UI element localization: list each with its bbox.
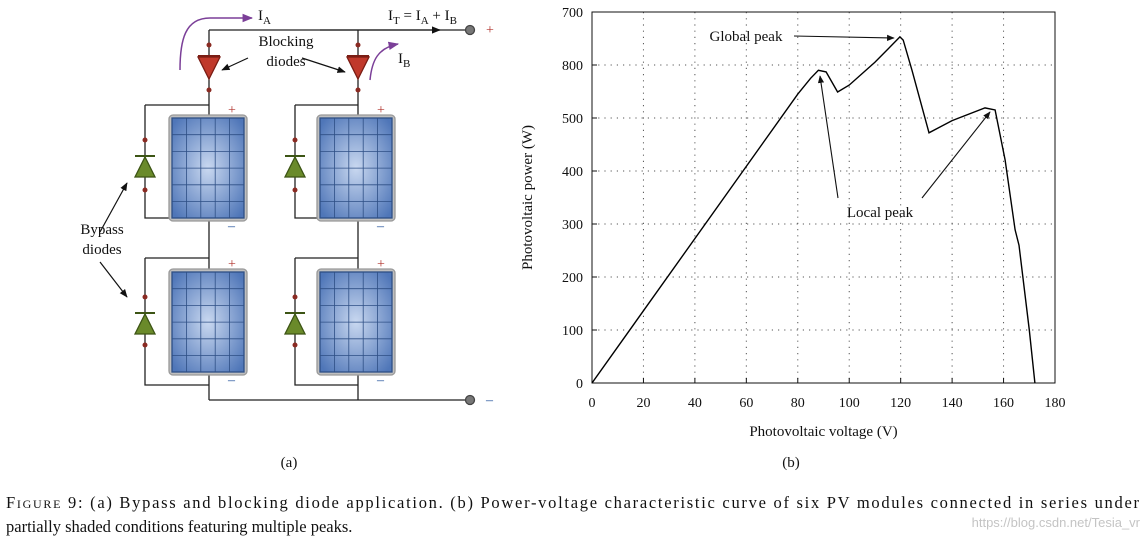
label-part: I: [398, 51, 403, 67]
watermark: https://blog.csdn.net/Tesia_vr: [972, 515, 1141, 530]
bypass-diode: [283, 312, 307, 335]
annotation: Global peak: [710, 29, 783, 45]
y-axis-label: Photovoltaic power (W): [520, 125, 536, 270]
output-sign: +: [486, 23, 494, 38]
x-tick-label: 20: [636, 396, 650, 411]
x-tick-label: 180: [1045, 396, 1066, 411]
y-tick-label: 200: [562, 271, 583, 286]
pv-cells: [172, 118, 244, 218]
circuit-diagram: [99, 13, 476, 406]
label-part: + I: [429, 8, 450, 24]
power-curve: [591, 35, 1036, 384]
node-dot: [142, 294, 148, 300]
annotation-arrow: [221, 57, 249, 71]
blocking-diode: [345, 56, 371, 81]
module-sign: –: [376, 373, 385, 388]
terminal: [464, 24, 476, 36]
pv-cells: [320, 118, 392, 218]
y-tick-label: 400: [562, 165, 583, 180]
y-tick-label: 800: [562, 59, 583, 74]
y-tick-label: 300: [562, 218, 583, 233]
x-tick-label: 80: [791, 396, 805, 411]
node-dot: [206, 87, 212, 93]
node-dot: [292, 342, 298, 348]
blocking-label: diodes: [266, 54, 305, 70]
current-label: IB: [398, 51, 410, 70]
subscript: A: [263, 15, 271, 27]
module-sign: +: [377, 257, 385, 272]
output-sign: –: [485, 393, 494, 408]
current-label: IT = IA + IB: [388, 8, 457, 27]
caption-text: (a) Bypass and blocking diode applicatio…: [84, 493, 1139, 512]
annotation-arrow: [921, 111, 991, 199]
module-sign: +: [228, 103, 236, 118]
annotation-arrow: [99, 261, 128, 298]
node-dot: [292, 294, 298, 300]
bypass-label: diodes: [82, 242, 121, 258]
annotation-arrow: [793, 34, 895, 41]
x-tick-label: 140: [942, 396, 963, 411]
node-dot: [355, 87, 361, 93]
blocking-label: Blocking: [259, 34, 314, 50]
label-part: I: [258, 8, 263, 24]
panel-label: (a): [281, 455, 298, 471]
node-dot: [142, 137, 148, 143]
label-part: = I: [400, 8, 421, 24]
y-tick-label: 500: [562, 112, 583, 127]
current-arrow: [369, 41, 400, 81]
annotation-arrow: [301, 57, 346, 73]
x-tick-label: 0: [589, 396, 596, 411]
pv-cells: [172, 272, 244, 372]
node-dot: [142, 342, 148, 348]
subscript: T: [393, 15, 400, 27]
module-sign: –: [227, 219, 236, 234]
node-dot: [142, 187, 148, 193]
y-tick-label: 100: [562, 324, 583, 339]
y-tick-label: 0: [576, 377, 583, 392]
caption-line: partially shaded conditions featuring mu…: [6, 517, 352, 536]
plot-frame: [591, 11, 1056, 384]
subscript: A: [421, 15, 429, 27]
current-arrow: [179, 13, 254, 71]
caption-line: Figure 9: (a) Bypass and blocking diode …: [6, 493, 1139, 512]
label-part: I: [388, 8, 393, 24]
blocking-diode: [196, 56, 222, 81]
y-tick-label: 700: [562, 6, 583, 21]
module-sign: –: [227, 373, 236, 388]
panel-label: (b): [782, 455, 800, 471]
x-tick-label: 60: [739, 396, 753, 411]
node-dot: [292, 137, 298, 143]
module-sign: +: [228, 257, 236, 272]
annotation-arrow: [817, 75, 839, 199]
x-axis-label: Photovoltaic voltage (V): [749, 424, 897, 440]
module-sign: –: [376, 219, 385, 234]
current-label: IA: [258, 8, 271, 27]
terminal: [464, 394, 476, 406]
subscript: B: [450, 15, 457, 27]
bypass-diode: [133, 155, 157, 178]
module-sign: +: [377, 103, 385, 118]
x-tick-label: 120: [890, 396, 911, 411]
x-tick-label: 160: [993, 396, 1014, 411]
pv-cells: [320, 272, 392, 372]
bypass-label: Bypass: [80, 222, 124, 238]
node-dot: [206, 42, 212, 48]
caption-prefix: Figure 9:: [6, 493, 83, 512]
subscript: B: [403, 58, 410, 70]
bypass-diode: [283, 155, 307, 178]
node-dot: [355, 42, 361, 48]
bypass-diode: [133, 312, 157, 335]
node-dot: [292, 187, 298, 193]
x-tick-label: 40: [688, 396, 702, 411]
annotation-arrow: [99, 182, 128, 233]
annotation: Local peak: [847, 205, 914, 221]
x-tick-label: 100: [839, 396, 860, 411]
